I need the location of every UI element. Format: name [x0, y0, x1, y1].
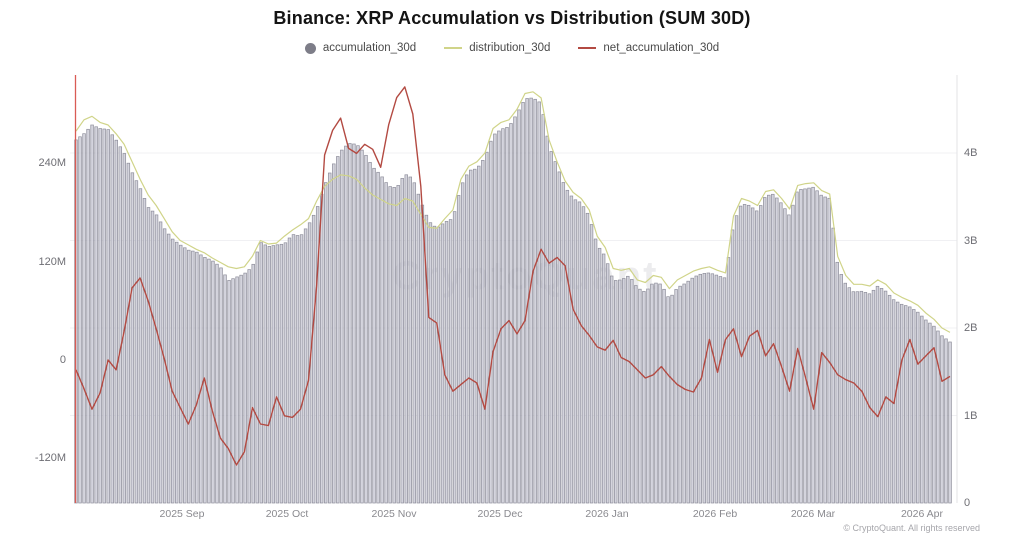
chart-title: Binance: XRP Accumulation vs Distributio…: [273, 8, 751, 28]
right-axis-tick-label: 3B: [964, 234, 978, 247]
x-axis-month-label: 2026 Mar: [790, 508, 836, 520]
left-axis-tick-label: 120M: [38, 255, 66, 268]
x-axis-month-label: 2026 Jan: [585, 508, 629, 520]
distribution-line: [75, 91, 951, 333]
x-axis-month-label: 2026 Apr: [900, 508, 944, 520]
legend-label-accumulation: accumulation_30d: [322, 42, 417, 54]
net-accumulation-line-swatch: [578, 47, 597, 49]
x-axis-month-label: 2025 Sep: [159, 508, 205, 520]
left-axis-tick-label: 240M: [38, 157, 66, 170]
legend-label-net-accumulation: net_accumulation_30d: [603, 42, 720, 54]
legend-label-distribution: distribution_30d: [469, 42, 551, 54]
left-axis-tick-label: -120M: [34, 452, 66, 465]
x-axis-month-label: 2025 Nov: [371, 508, 417, 520]
distribution-line-swatch: [444, 47, 463, 49]
right-axis-tick-label: 4B: [964, 147, 978, 159]
x-axis-month-label: 2026 Feb: [692, 508, 738, 520]
right-axis-tick-label: 1B: [964, 409, 978, 422]
right-axis-tick-label: 0: [964, 497, 971, 509]
x-axis-month-label: 2025 Oct: [265, 508, 309, 520]
copyright-footer: © CryptoQuant. All rights reserved: [843, 523, 980, 533]
x-axis-month-label: 2025 Dec: [477, 508, 523, 520]
left-axis-tick-label: 0: [59, 354, 66, 366]
right-axis-tick-label: 2B: [964, 322, 978, 334]
legend-item-distribution[interactable]: distribution_30d: [444, 42, 550, 54]
legend-item-accumulation[interactable]: accumulation_30d: [304, 42, 417, 54]
chart-legend: accumulation_30d distribution_30d net_ac…: [0, 42, 1024, 54]
accumulation-dot-swatch: [304, 42, 316, 54]
net-accumulation-line: [75, 86, 951, 466]
legend-item-net-accumulation[interactable]: net_accumulation_30d: [578, 42, 719, 54]
bars-series-accumulation: [74, 97, 952, 504]
